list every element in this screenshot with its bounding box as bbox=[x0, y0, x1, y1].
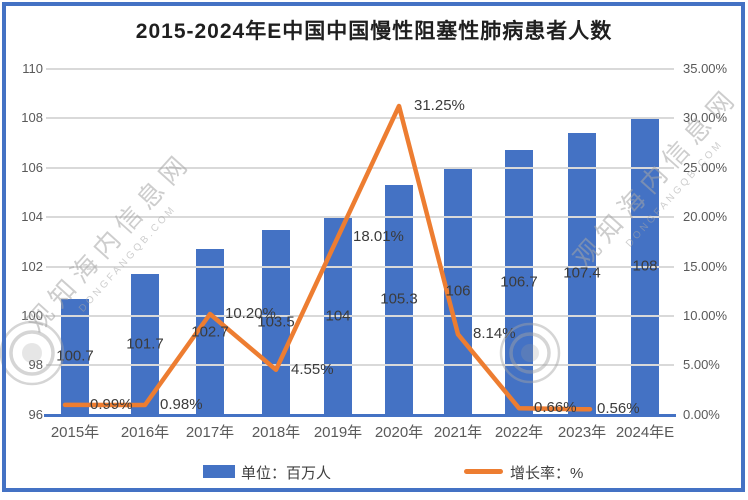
left-axis-tick: 100 bbox=[21, 307, 43, 323]
x-axis-label: 2018年 bbox=[251, 424, 301, 441]
chart-title: 2015-2024年E中国中国慢性阻塞性肺病患者人数 bbox=[135, 20, 613, 43]
growth-rate-label: 0.66% bbox=[534, 399, 577, 417]
bar-2023年 bbox=[568, 133, 596, 415]
gridline bbox=[46, 117, 674, 120]
bar-value-label: 104 bbox=[325, 307, 351, 324]
bar-value-label: 102.7 bbox=[191, 323, 229, 341]
legend-bar-swatch bbox=[203, 465, 235, 478]
x-axis-label: 2020年 bbox=[374, 424, 424, 441]
left-axis-tick: 106 bbox=[21, 159, 43, 175]
x-axis-line bbox=[44, 413, 676, 417]
bar-2022年 bbox=[505, 150, 533, 415]
x-axis-label: 2017年 bbox=[185, 424, 235, 441]
bar-value-label: 108 bbox=[632, 257, 658, 275]
x-axis-label: 2021年 bbox=[433, 424, 483, 441]
right-axis-tick: 15.00% bbox=[683, 258, 728, 274]
left-axis-tick: 104 bbox=[21, 209, 43, 225]
legend-bar-label: 单位：百万人 bbox=[241, 465, 332, 482]
gridline bbox=[46, 364, 674, 367]
right-axis-tick: 10.00% bbox=[683, 307, 728, 323]
growth-rate-label: 31.25% bbox=[414, 97, 465, 115]
growth-rate-label: 0.98% bbox=[160, 396, 203, 414]
gridline bbox=[46, 265, 674, 268]
bar-2017年 bbox=[196, 249, 224, 415]
growth-rate-label: 8.14% bbox=[473, 325, 516, 343]
left-axis-tick: 96 bbox=[28, 406, 43, 422]
growth-rate-label: 10.20% bbox=[225, 304, 276, 322]
x-axis-label: 2023年 bbox=[557, 424, 607, 441]
bar-2015年 bbox=[61, 298, 89, 415]
x-axis-label: 2022年 bbox=[494, 424, 544, 441]
gridline bbox=[46, 166, 674, 169]
x-axis-label: 2016年 bbox=[120, 424, 170, 441]
x-axis-label: 2019年 bbox=[313, 424, 363, 441]
legend-line-label: 增长率：% bbox=[510, 465, 584, 482]
right-axis-tick: 30.00% bbox=[683, 110, 728, 126]
left-axis-tick: 98 bbox=[28, 357, 43, 373]
gridline bbox=[46, 68, 674, 70]
gridline bbox=[46, 314, 674, 317]
bar-2020年 bbox=[385, 185, 413, 415]
right-axis-tick: 5.00% bbox=[683, 357, 720, 373]
x-axis-label: 2024年E bbox=[615, 424, 675, 441]
legend-line-swatch bbox=[464, 469, 503, 474]
right-axis-tick: 0.00% bbox=[683, 406, 720, 422]
bar-value-label: 107.4 bbox=[563, 264, 601, 282]
growth-rate-label: 0.56% bbox=[597, 400, 640, 418]
bar-value-label: 101.7 bbox=[126, 335, 164, 353]
x-axis-label: 2015年 bbox=[50, 424, 100, 441]
gridline bbox=[46, 216, 674, 219]
left-axis-tick: 102 bbox=[21, 258, 43, 274]
right-axis-tick: 20.00% bbox=[683, 209, 728, 225]
left-axis-tick: 110 bbox=[22, 61, 43, 76]
right-axis-tick: 35.00% bbox=[683, 61, 728, 76]
bar-value-label: 106 bbox=[445, 282, 471, 300]
growth-rate-label: 4.55% bbox=[291, 360, 334, 378]
growth-rate-label: 18.01% bbox=[353, 227, 404, 245]
bar-2018年 bbox=[262, 229, 290, 415]
bar-value-label: 105.3 bbox=[380, 290, 418, 308]
bar-value-label: 106.7 bbox=[500, 273, 538, 291]
bar-value-label: 100.7 bbox=[56, 347, 94, 365]
bar-value-label: 103.5 bbox=[257, 313, 295, 331]
growth-rate-label: 0.99% bbox=[90, 395, 133, 413]
left-axis-tick: 108 bbox=[21, 110, 43, 126]
right-axis-tick: 25.00% bbox=[683, 159, 728, 175]
